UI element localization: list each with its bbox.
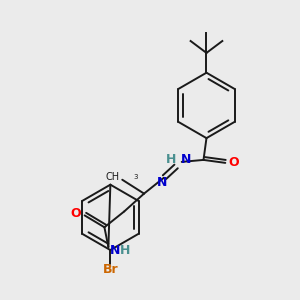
Text: O: O <box>70 207 81 220</box>
Text: N: N <box>110 244 120 256</box>
Text: N: N <box>157 176 167 189</box>
Text: CH: CH <box>105 172 119 182</box>
Text: H: H <box>120 244 131 256</box>
Text: H: H <box>167 153 177 167</box>
Text: 3: 3 <box>133 174 138 180</box>
Text: O: O <box>228 156 239 170</box>
Text: N: N <box>181 153 191 167</box>
Text: Br: Br <box>103 263 118 276</box>
